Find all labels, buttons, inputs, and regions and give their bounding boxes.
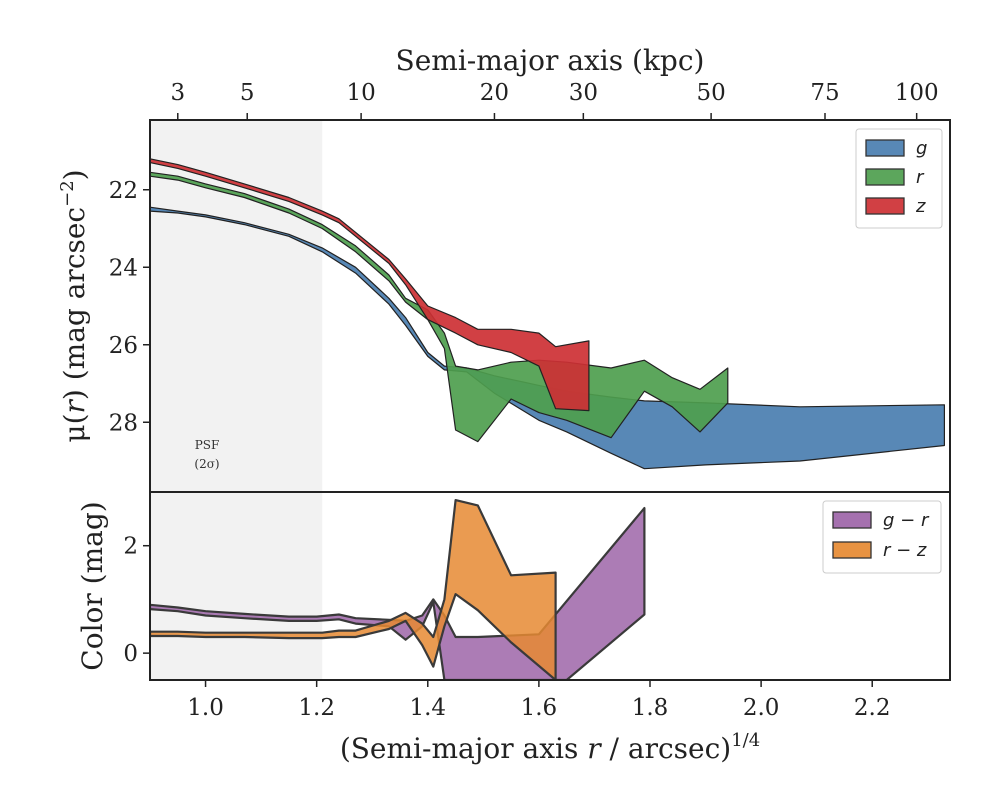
legend-swatch	[865, 139, 905, 157]
legend-swatch	[865, 168, 905, 186]
x-tick-label: 1.8	[632, 695, 669, 721]
bottom-series-group	[150, 499, 646, 680]
top-y-tick-label: 28	[109, 410, 138, 436]
legend-swatch	[865, 197, 905, 215]
psf-label-line2: (2σ)	[194, 457, 219, 471]
x-tick-label: 1.6	[521, 695, 558, 721]
kpc-tick-label: 20	[480, 80, 509, 106]
ylabel-exponent: −2	[57, 180, 78, 207]
xlabel-r: r	[587, 732, 602, 765]
legend-swatch	[832, 511, 872, 529]
kpc-tick-label: 30	[569, 80, 598, 106]
kpc-tick-label: 5	[240, 80, 255, 106]
legend-label: r	[916, 167, 925, 188]
kpc-tick-label: 10	[346, 80, 375, 106]
bottom-y-tick-label: 2	[123, 534, 138, 560]
bottom-panel-frame	[149, 491, 951, 681]
top-series-group	[149, 158, 945, 470]
kpc-tick-label: 75	[810, 80, 839, 106]
x-tick-label: 2.2	[854, 695, 891, 721]
x-tick-label: 1.0	[187, 695, 224, 721]
bottom-y-ticks: 02	[123, 534, 150, 667]
legend-label: g − r	[883, 510, 930, 531]
bottom-y-tick-label: 0	[123, 641, 138, 667]
top-kpc-ticks: 3 5 10 20 30 50 75 100	[170, 80, 939, 120]
x-tick-label: 2.0	[743, 695, 780, 721]
bottom-legend: g − r r − z	[822, 500, 942, 574]
xlabel-prefix: (Semi-major axis	[340, 732, 587, 765]
surface-brightness-panel: 22 24 26 28 3 5 10 20 30 50 75 100 PSF (2σ) Semi-m…	[57, 44, 951, 493]
xlabel-suffix: / arcsec)	[601, 732, 732, 765]
legend-label: z	[915, 196, 926, 217]
legend-label: g	[916, 138, 927, 159]
ylabel-r: r	[58, 398, 91, 413]
band-g	[149, 206, 945, 470]
ylabel-units: ) (mag arcsec	[58, 207, 91, 400]
kpc-tick-label: 50	[696, 80, 725, 106]
x-tick-label: 1.4	[409, 695, 446, 721]
xlabel-exponent: 1/4	[731, 730, 760, 751]
ylabel-close: )	[58, 169, 91, 180]
x-axis-title: (Semi-major axis r / arcsec)1/4	[340, 730, 760, 765]
kpc-tick-label: 3	[170, 80, 185, 106]
legend-label: r − z	[883, 540, 927, 561]
band-z	[149, 158, 590, 412]
top-y-tick-label: 22	[109, 178, 138, 204]
x-tick-label: 1.2	[298, 695, 335, 721]
top-legend: grz	[855, 128, 943, 229]
kpc-tick-label: 100	[895, 80, 939, 106]
ylabel-mu: μ(	[58, 413, 91, 442]
color-panel: 02 1.0 1.2 1.4 1.6 1.8 2.0 2.2 Color (mag) (Se…	[76, 491, 951, 765]
bottom-x-ticks: 1.0 1.2 1.4 1.6 1.8 2.0 2.2	[187, 680, 891, 721]
legend-swatch	[832, 541, 872, 559]
top-y-tick-label: 24	[109, 255, 138, 281]
psf-label-line1: PSF	[195, 438, 220, 452]
top-axis-title: Semi-major axis (kpc)	[396, 44, 705, 77]
top-y-axis-title: μ(r) (mag arcsec−2)	[57, 169, 91, 442]
top-y-ticks: 22 24 26 28	[109, 178, 150, 436]
band-r-minus-z	[150, 499, 557, 680]
top-y-tick-label: 26	[109, 333, 138, 359]
psf-region-bottom	[150, 492, 323, 680]
bottom-y-axis-title: Color (mag)	[76, 501, 109, 670]
